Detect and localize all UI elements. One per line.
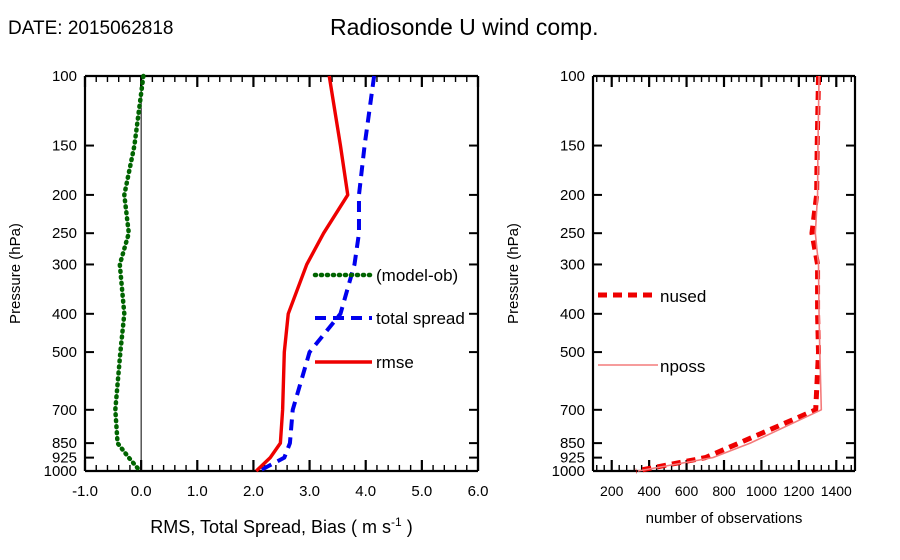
y-tick-label: 200 — [52, 187, 77, 204]
y-axis-title: Pressure (hPa) — [7, 223, 24, 324]
x-tick-label: 600 — [675, 483, 699, 499]
y-tick-label: 1000 — [552, 463, 585, 480]
x-tick-label: 200 — [600, 483, 624, 499]
x-axis-title: RMS, Total Spread, Bias ( m s-1 ) — [150, 515, 412, 537]
y-tick-label: 850 — [560, 435, 585, 452]
y-tick-label: 925 — [52, 450, 77, 467]
y-tick-label: 300 — [52, 256, 77, 273]
y-tick-label: 400 — [52, 306, 77, 323]
x-tick-label: 1000 — [746, 483, 777, 499]
x-tick-label: 4.0 — [355, 483, 376, 500]
series-line — [635, 75, 822, 474]
x-tick-label: 1400 — [821, 483, 852, 499]
y-tick-label: 200 — [560, 187, 585, 204]
x-tick-label: 400 — [637, 483, 661, 499]
y-tick-label: 300 — [560, 256, 585, 273]
y-axis-title: Pressure (hPa) — [505, 223, 522, 324]
y-tick-label: 850 — [52, 435, 77, 452]
series-line — [255, 75, 350, 473]
x-tick-label: 6.0 — [468, 483, 489, 500]
legend-label: total spread — [376, 309, 465, 328]
series-line — [258, 75, 377, 473]
y-tick-label: 400 — [560, 306, 585, 323]
y-tick-label: 250 — [52, 225, 77, 242]
legend-label: rmse — [376, 353, 414, 372]
y-tick-label: 500 — [560, 344, 585, 361]
x-tick-label: 800 — [712, 483, 736, 499]
x-tick-label: 1200 — [783, 483, 814, 499]
page-title: Radiosonde U wind comp. — [330, 14, 599, 40]
series-line — [637, 75, 823, 472]
y-tick-label: 925 — [560, 450, 585, 467]
y-tick-label: 150 — [560, 138, 585, 155]
date-label: DATE: 2015062818 — [8, 18, 174, 39]
x-tick-label: 0.0 — [131, 483, 152, 500]
x-axis-title: number of observations — [646, 510, 803, 527]
series-line — [113, 73, 146, 474]
y-tick-label: 100 — [560, 68, 585, 85]
y-tick-label: 700 — [560, 402, 585, 419]
x-tick-label: 1.0 — [187, 483, 208, 500]
y-tick-label: 700 — [52, 402, 77, 419]
legend-label: nused — [660, 287, 706, 306]
y-tick-label: 100 — [52, 68, 77, 85]
x-tick-label: -1.0 — [72, 483, 98, 500]
legend-label: (model-ob) — [376, 266, 458, 285]
x-tick-label: 5.0 — [411, 483, 432, 500]
x-tick-label: 3.0 — [299, 483, 320, 500]
y-tick-label: 250 — [560, 225, 585, 242]
y-tick-label: 500 — [52, 344, 77, 361]
y-tick-label: 150 — [52, 138, 77, 155]
x-tick-label: 2.0 — [243, 483, 264, 500]
y-tick-label: 1000 — [44, 463, 77, 480]
legend-label: nposs — [660, 357, 705, 376]
